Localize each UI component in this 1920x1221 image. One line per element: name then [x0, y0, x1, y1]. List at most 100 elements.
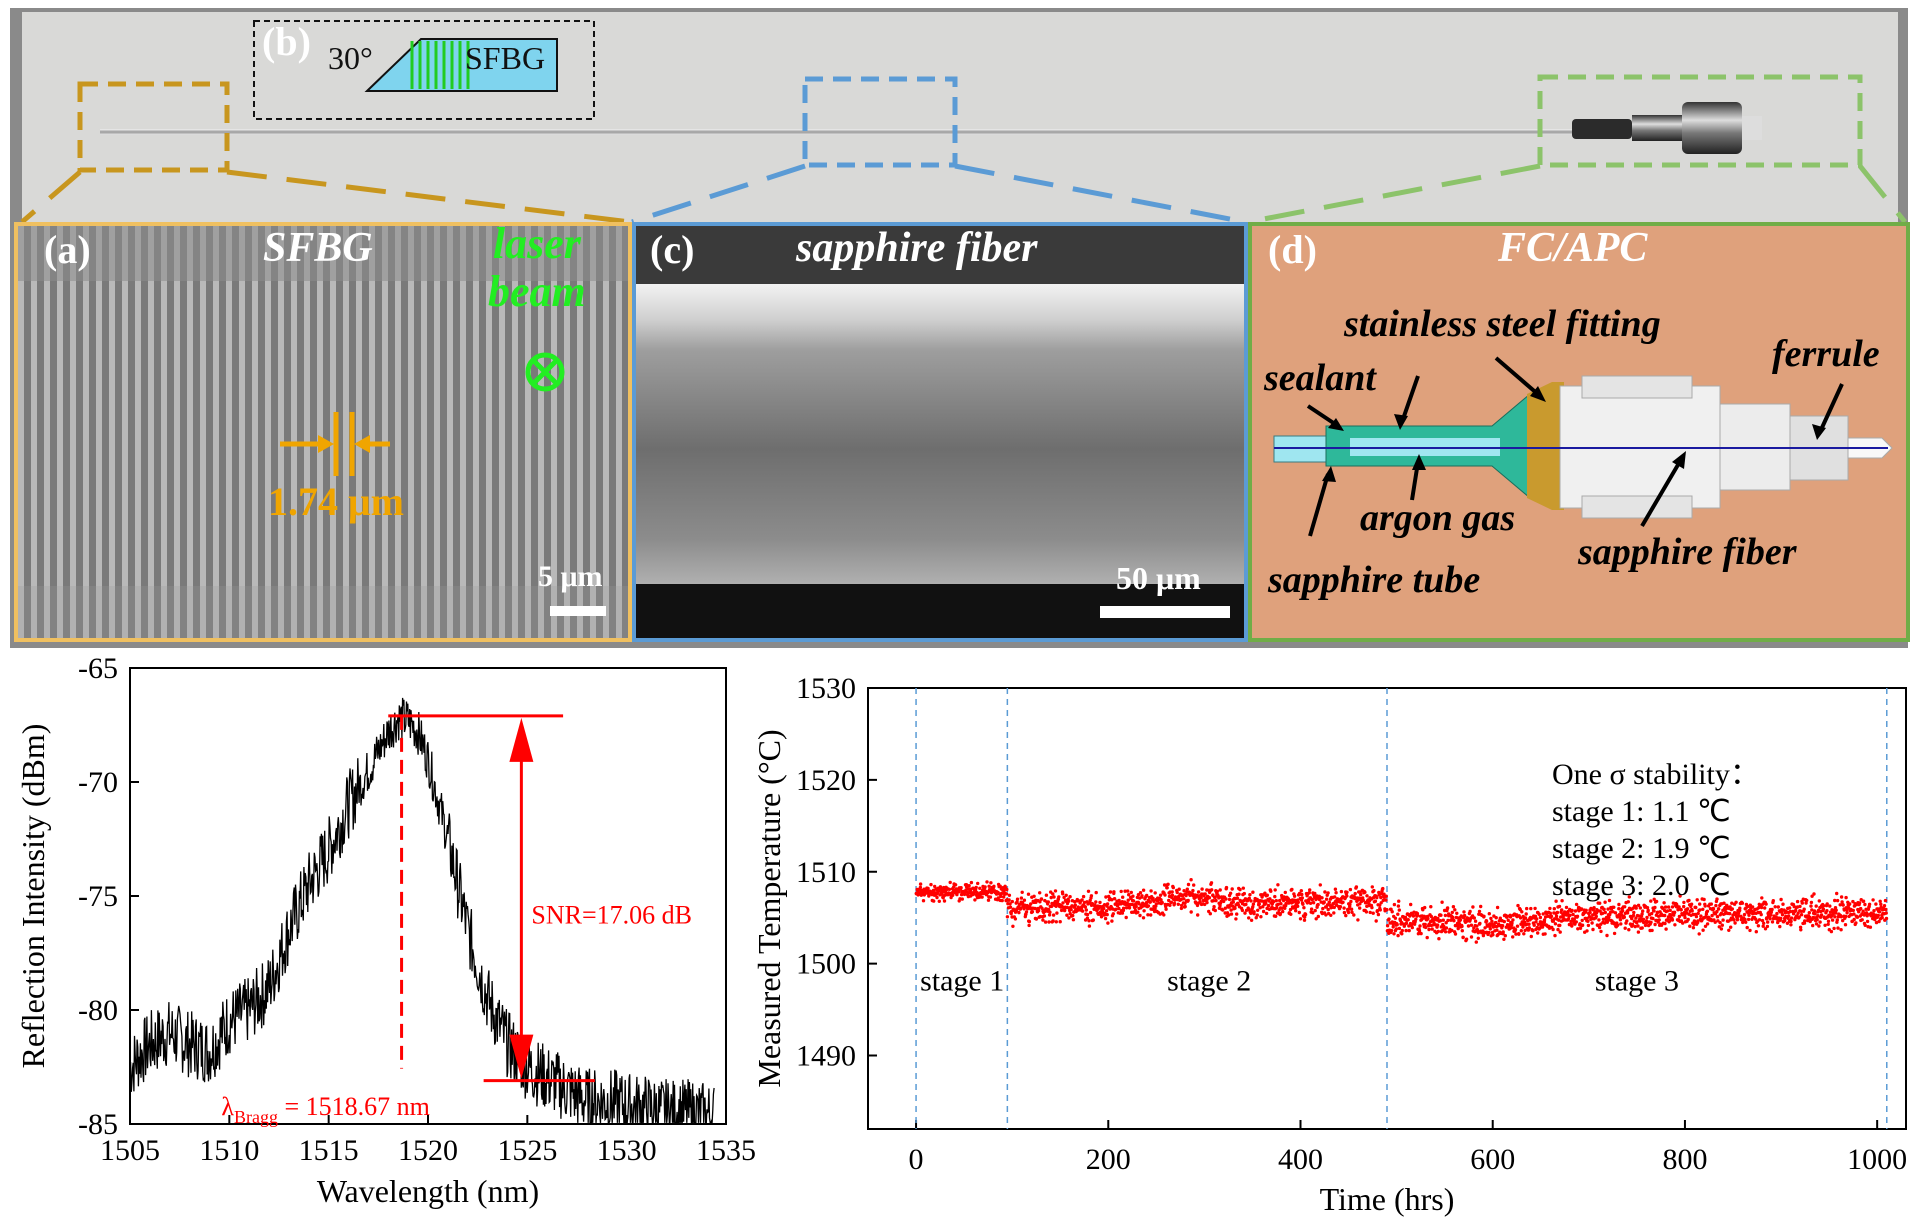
data-point	[1854, 921, 1858, 925]
data-point	[1038, 900, 1042, 904]
data-point	[1694, 905, 1698, 910]
data-point	[1314, 917, 1318, 921]
data-point	[1102, 906, 1106, 911]
data-point	[937, 899, 941, 903]
data-point	[1865, 914, 1869, 918]
data-point	[1717, 925, 1721, 929]
data-point	[1164, 907, 1168, 911]
data-point	[1363, 890, 1367, 894]
data-point	[1663, 913, 1667, 918]
data-point	[1469, 935, 1474, 939]
data-point	[1536, 931, 1540, 935]
data-point	[1603, 900, 1607, 904]
data-point	[1812, 892, 1816, 896]
data-point	[1061, 892, 1065, 896]
data-point	[1160, 900, 1164, 905]
data-point	[1519, 929, 1523, 933]
data-point	[969, 880, 974, 885]
data-point	[1150, 907, 1155, 911]
data-point	[1348, 887, 1353, 892]
data-point	[1760, 896, 1764, 900]
data-point	[1168, 903, 1172, 907]
data-point	[1278, 898, 1282, 903]
data-point	[1148, 900, 1152, 904]
data-point	[1308, 888, 1312, 892]
data-point	[992, 884, 996, 888]
data-point	[1282, 895, 1286, 899]
data-point	[1385, 908, 1389, 912]
data-point	[1152, 909, 1157, 914]
data-point	[1064, 893, 1068, 897]
data-point	[922, 893, 926, 897]
data-point	[1068, 895, 1072, 899]
data-point	[1230, 887, 1234, 891]
data-point	[1634, 906, 1638, 910]
y-tick-label: 1520	[796, 764, 856, 797]
data-point	[1067, 916, 1071, 920]
data-point	[1543, 932, 1547, 936]
data-point	[1814, 904, 1818, 908]
data-point	[1690, 909, 1694, 913]
data-point	[1141, 916, 1146, 920]
data-point	[1742, 912, 1747, 917]
data-point	[1176, 902, 1180, 906]
data-point	[1124, 906, 1129, 910]
data-point	[1788, 909, 1793, 914]
x-axis-label: Time (hrs)	[1320, 1181, 1455, 1217]
data-point	[1780, 913, 1785, 917]
data-point	[1522, 932, 1526, 936]
data-point	[1440, 900, 1444, 904]
data-point	[1048, 910, 1052, 914]
data-point	[1276, 883, 1280, 887]
data-point	[1370, 905, 1374, 910]
data-point	[1816, 914, 1820, 918]
data-point	[1878, 899, 1882, 903]
data-point	[1584, 908, 1588, 912]
data-point	[1515, 924, 1520, 928]
data-point	[1698, 908, 1702, 912]
data-point	[1273, 894, 1277, 899]
data-point	[1029, 902, 1033, 906]
data-point	[1551, 927, 1555, 932]
data-point	[947, 887, 952, 891]
data-point	[1525, 906, 1529, 911]
data-point	[1333, 895, 1337, 899]
data-point	[960, 897, 964, 901]
data-point	[948, 880, 952, 885]
connector-ferrule	[1742, 116, 1762, 140]
data-point	[1013, 917, 1018, 921]
data-point	[1533, 914, 1538, 918]
data-point	[1318, 883, 1322, 887]
data-point	[1284, 901, 1288, 906]
data-point	[1799, 928, 1803, 932]
data-point	[985, 880, 989, 884]
data-point	[1779, 897, 1783, 902]
data-point	[1251, 902, 1256, 906]
data-point	[1796, 911, 1800, 915]
snr-arrow-head-down	[509, 1034, 534, 1079]
data-point	[1055, 911, 1059, 915]
data-point	[1191, 888, 1195, 893]
data-point	[1235, 912, 1239, 916]
data-point	[1417, 929, 1422, 933]
data-point	[1058, 920, 1062, 924]
data-point	[1387, 917, 1391, 921]
data-point	[1149, 889, 1153, 893]
data-point	[1371, 911, 1375, 915]
data-point	[1540, 920, 1544, 924]
data-point	[1183, 904, 1187, 909]
data-point	[973, 898, 977, 902]
data-point	[1127, 893, 1131, 897]
data-point	[1487, 930, 1491, 935]
data-point	[1643, 923, 1648, 928]
data-point	[1715, 909, 1719, 914]
data-point	[1136, 910, 1140, 914]
data-point	[1169, 900, 1174, 904]
scale-label-c: 50 μm	[1116, 560, 1201, 596]
data-point	[1242, 891, 1246, 896]
data-point	[1819, 913, 1824, 917]
data-point	[1416, 932, 1421, 936]
data-point	[1208, 912, 1212, 916]
stage-label: stage 1	[920, 964, 1004, 997]
stability-legend-line: stage 3: 2.0 ℃	[1552, 869, 1731, 902]
